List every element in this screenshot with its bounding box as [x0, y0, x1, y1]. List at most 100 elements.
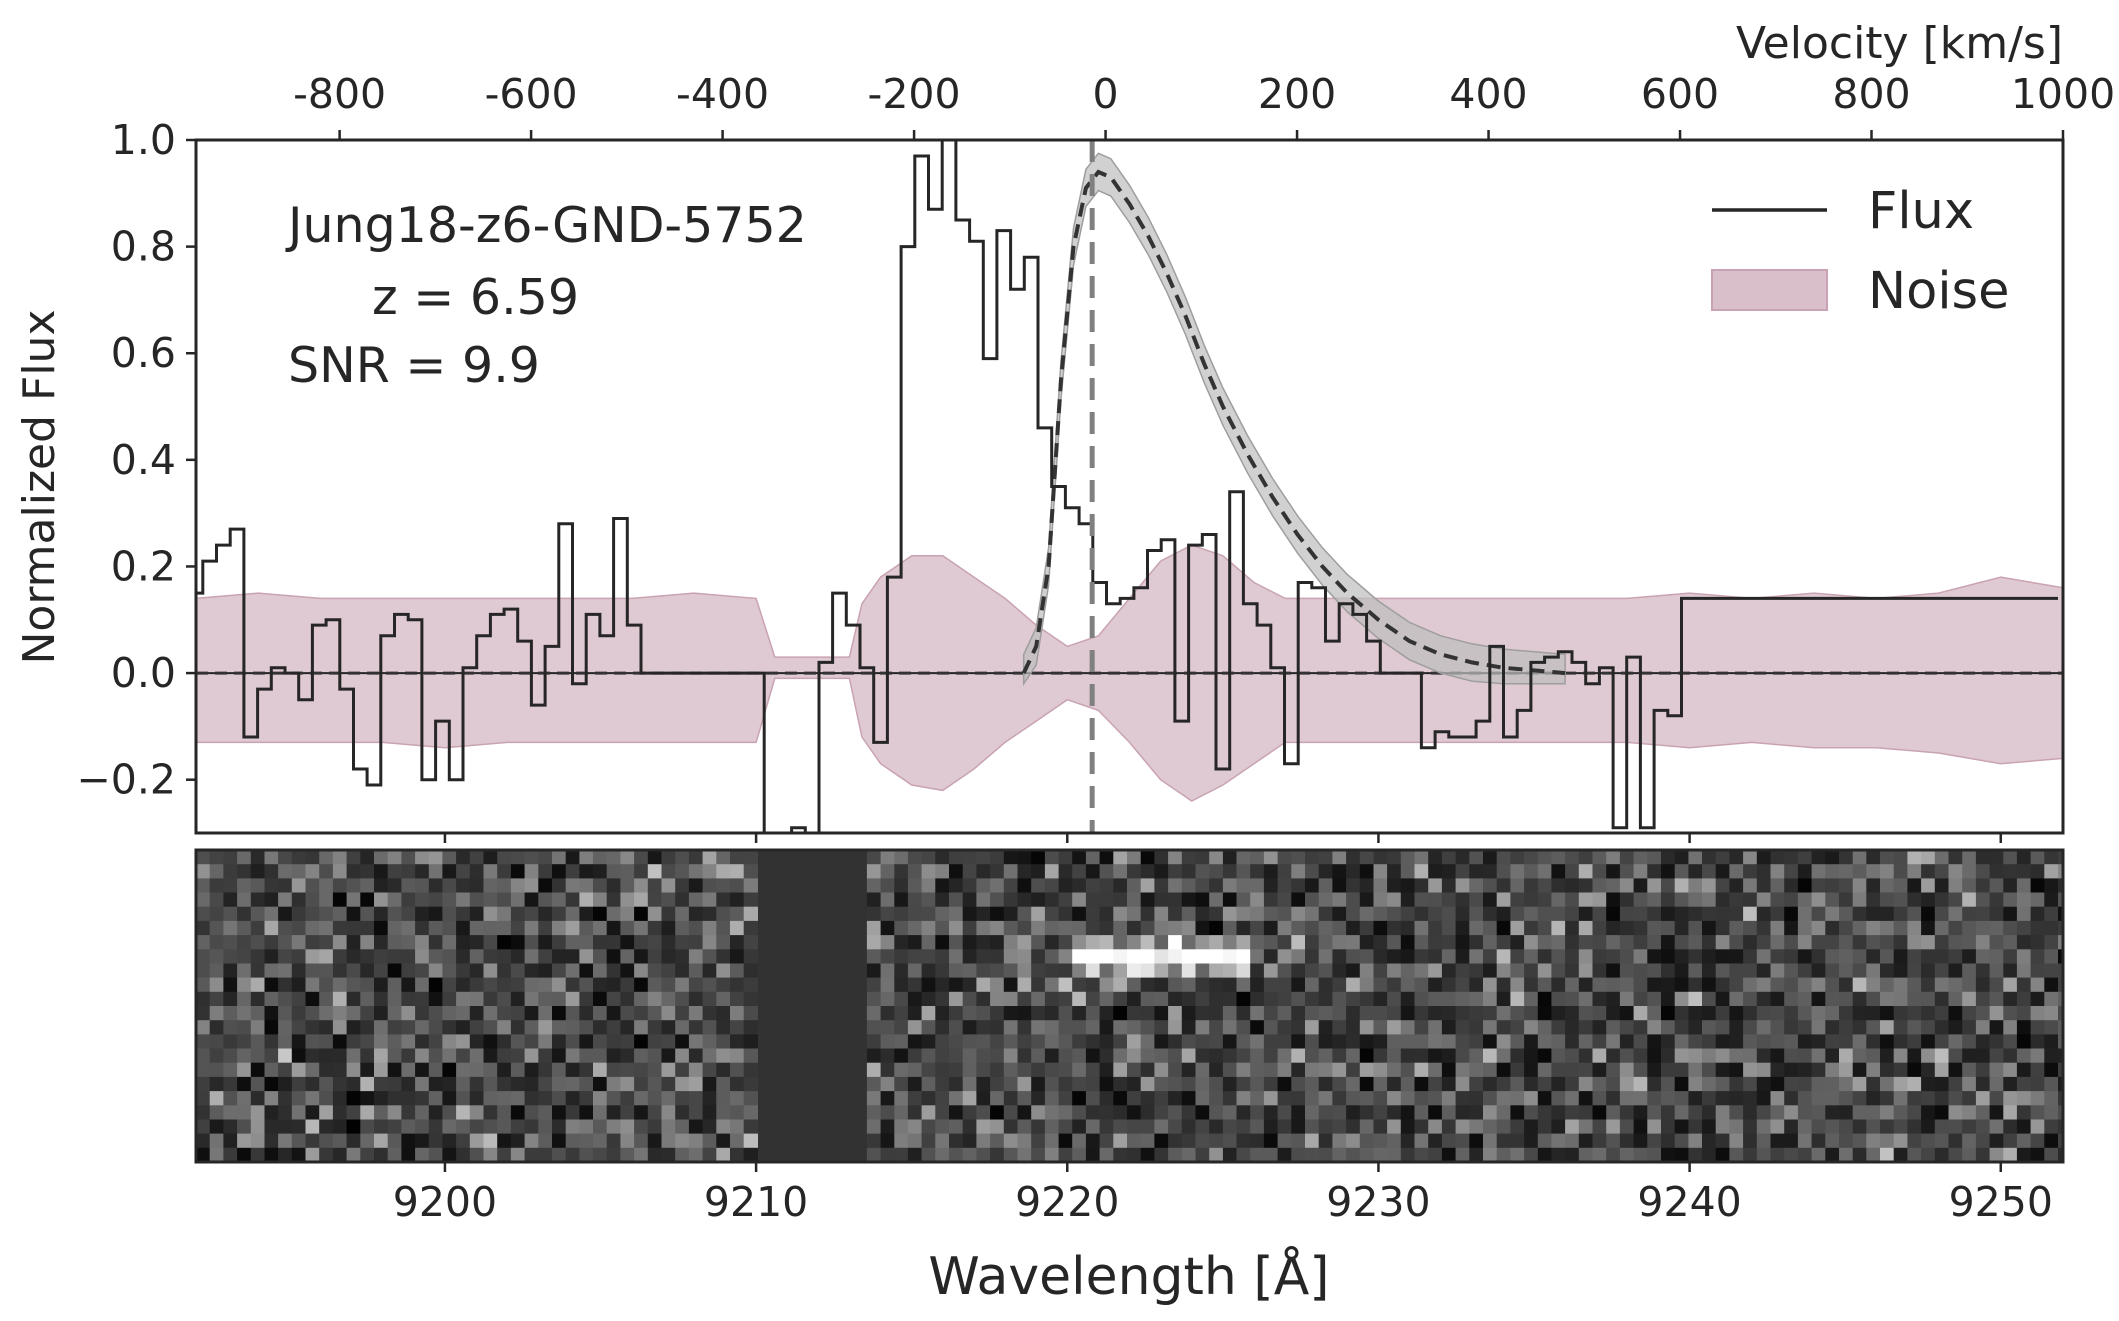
spectrum-pixel	[1400, 906, 1416, 922]
spectrum-pixel	[880, 906, 895, 922]
spectrum-pixel	[976, 1091, 991, 1106]
spectrum-pixel	[1099, 963, 1114, 979]
spectrum-pixel	[730, 1147, 745, 1162]
spectrum-pixel	[743, 850, 758, 865]
spectrum-pixel	[1633, 991, 1648, 1007]
spectrum-pixel	[1085, 878, 1101, 894]
spectrum-pixel	[1003, 1020, 1019, 1035]
spectrum-pixel	[1168, 1076, 1183, 1092]
spectrum-pixel	[1811, 892, 1826, 908]
spectrum-pixel	[1661, 1133, 1676, 1149]
spectrum-pixel	[291, 935, 307, 950]
spectrum-pixel	[374, 977, 389, 993]
spectrum-pixel	[552, 1147, 567, 1162]
spectrum-pixel	[1551, 949, 1566, 965]
spectrum-pixel	[1578, 906, 1594, 922]
spectrum-pixel	[1195, 1020, 1210, 1035]
spectrum-pixel	[1195, 920, 1210, 936]
spectrum-pixel	[606, 1105, 621, 1121]
spectrum-pixel	[1674, 906, 1689, 922]
spectrum-pixel	[1236, 1062, 1251, 1078]
spectrum-pixel	[1565, 963, 1580, 979]
spectrum-pixel	[1866, 864, 1881, 879]
spectrum-pixel	[346, 1119, 361, 1135]
spectrum-pixel	[1893, 892, 1908, 908]
spectrum-pixel	[1195, 1034, 1210, 1050]
spectrum-pixel	[1702, 1119, 1717, 1135]
spectrum-pixel	[1455, 1147, 1470, 1162]
spectrum-pixel	[1031, 864, 1046, 879]
spectrum-pixel	[962, 1133, 977, 1149]
spectrum-pixel	[552, 991, 567, 1007]
spectrum-pixel	[1414, 920, 1429, 936]
spectrum-pixel	[647, 963, 663, 979]
spectrum-pixel	[2030, 1119, 2045, 1135]
spectrum-pixel	[1921, 864, 1936, 879]
spectrum-pixel	[907, 1133, 923, 1149]
spectrum-pixel	[196, 949, 211, 965]
spectrum-pixel	[1852, 850, 1867, 865]
spectrum-pixel	[374, 892, 389, 908]
spectrum-pixel	[497, 1076, 512, 1092]
spectrum-pixel	[894, 935, 909, 950]
spectrum-pixel	[1414, 864, 1429, 879]
spectrum-pixel	[1305, 1133, 1320, 1149]
spectrum-pixel	[1839, 850, 1854, 865]
spectrum-pixel	[237, 1006, 252, 1021]
spectrum-pixel	[935, 1048, 950, 1064]
spectrum-pixel	[264, 1006, 279, 1021]
spectrum-pixel	[1839, 1006, 1854, 1021]
spectrum-pixel	[1044, 935, 1060, 950]
spectrum-pixel	[675, 963, 690, 979]
spectrum-pixel	[716, 1076, 731, 1092]
spectrum-pixel	[866, 1119, 882, 1135]
spectrum-pixel	[1359, 1034, 1375, 1050]
spectrum-pixel	[1866, 906, 1881, 922]
spectrum-pixel	[1140, 1105, 1155, 1121]
spectrum-pixel	[374, 906, 389, 922]
spectrum-pixel	[1428, 991, 1443, 1007]
spectrum-pixel	[921, 977, 936, 993]
spectrum-pixel	[907, 1119, 923, 1135]
spectrum-pixel	[2016, 892, 2032, 908]
spectrum-pixel	[1332, 1006, 1347, 1021]
spectrum-pixel	[894, 850, 909, 865]
spectrum-pixel	[319, 1062, 334, 1078]
spectrum-pixel	[894, 1076, 909, 1092]
spectrum-pixel	[319, 906, 334, 922]
spectrum-pixel	[1756, 963, 1772, 979]
spectrum-pixel	[1263, 1147, 1279, 1162]
spectrum-pixel	[647, 977, 663, 993]
spectrum-pixel	[1373, 1147, 1388, 1162]
spectrum-pixel	[1496, 920, 1511, 936]
spectrum-pixel	[1099, 1062, 1114, 1078]
spectrum-pixel	[1647, 1091, 1662, 1106]
spectrum-pixel	[346, 1076, 361, 1092]
spectrum-pixel	[1661, 949, 1676, 965]
spectrum-pixel	[524, 949, 539, 965]
spectrum-pixel	[442, 1062, 457, 1078]
spectrum-pixel	[442, 991, 457, 1007]
spectrum-pixel	[1633, 878, 1648, 894]
spectrum-pixel	[1688, 935, 1703, 950]
spectrum-pixel	[1510, 963, 1525, 979]
spectrum-pixel	[374, 1091, 389, 1106]
spectrum-pixel	[702, 1076, 717, 1092]
spectrum-pixel	[702, 977, 717, 993]
spectrum-pixel	[1962, 1133, 1977, 1149]
spectrum-pixel	[1195, 1062, 1210, 1078]
spectrum-pixel	[565, 1133, 580, 1149]
spectrum-pixel	[374, 1119, 389, 1135]
spectrum-pixel	[1633, 1062, 1648, 1078]
spectrum-pixel	[1606, 1133, 1621, 1149]
spectrum-pixel	[1715, 1034, 1730, 1050]
spectrum-pixel	[237, 850, 252, 865]
spectrum-pixel	[1346, 935, 1361, 950]
spectrum-pixel	[661, 1105, 676, 1121]
spectrum-pixel	[688, 1034, 704, 1050]
spectrum-pixel	[1168, 1048, 1183, 1064]
spectrum-pixel	[1332, 1091, 1347, 1106]
spectrum-pixel	[1578, 949, 1594, 965]
spectrum-pixel	[1948, 1062, 1963, 1078]
